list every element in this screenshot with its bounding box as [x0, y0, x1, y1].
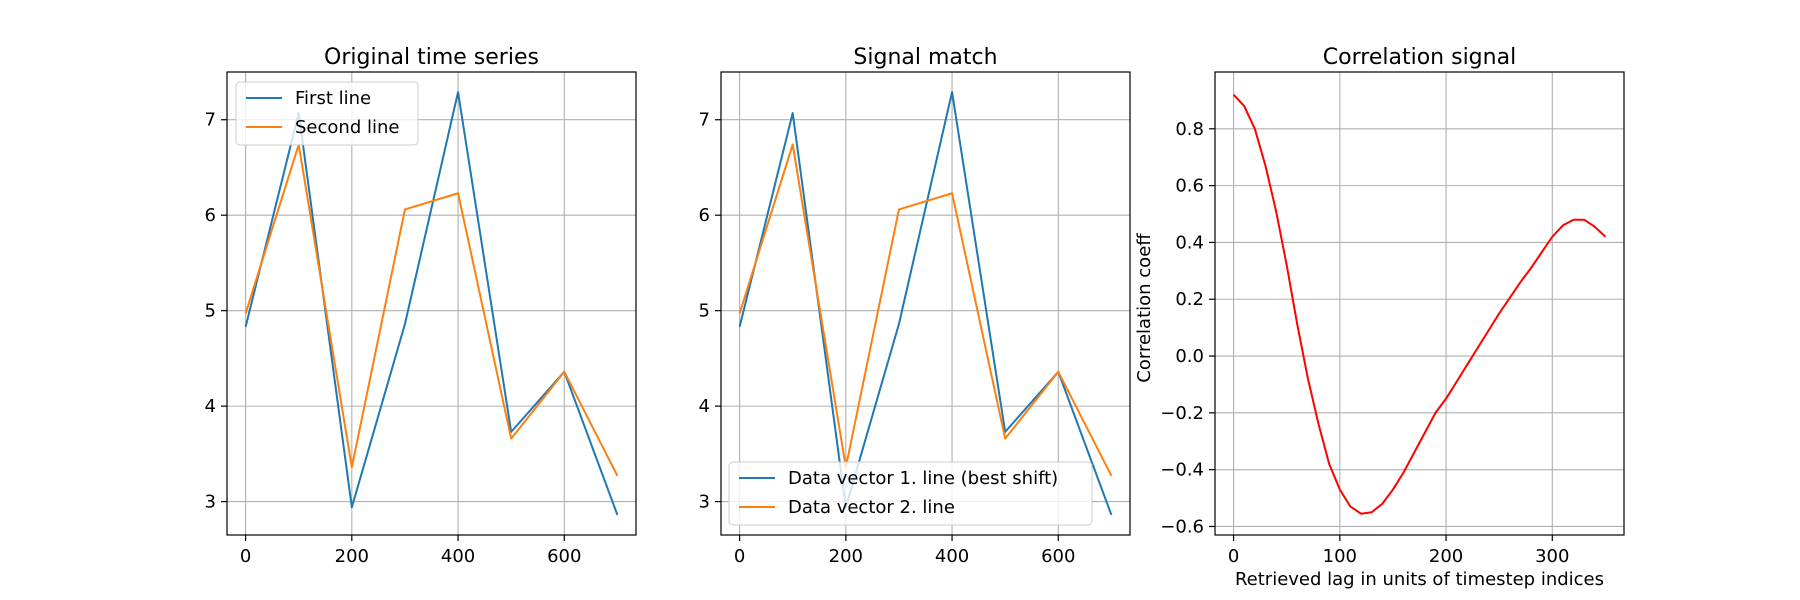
x-tick-label: 0 [734, 546, 745, 567]
chart-original-time-series: Original time series 0 200 400 600 3 4 5 6 7 Firs… [205, 45, 637, 567]
axes-frame [720, 71, 1131, 536]
y-tick-label: 5 [205, 301, 216, 322]
y-tick-label: 0.4 [1175, 232, 1204, 253]
y-tick-label: 6 [205, 205, 216, 226]
y-tick-label: 7 [205, 110, 216, 131]
x-tick-label: 400 [935, 546, 969, 567]
y-tick-label: 0.2 [1175, 289, 1204, 310]
legend-label: First line [295, 88, 371, 109]
x-axis-label: Retrieved lag in units of timestep indic… [1235, 569, 1604, 590]
chart-signal-match: Signal match 0 200 400 600 3 4 5 6 7 Data vector … [699, 45, 1131, 567]
y-axis-label: Correlation coeff [1134, 233, 1155, 383]
x-tick-label: 600 [1041, 546, 1075, 567]
y-tick-label: −0.2 [1160, 403, 1204, 424]
x-tick-label: 200 [1429, 546, 1463, 567]
y-tick-label: 0.6 [1175, 176, 1204, 197]
y-tick-label: 4 [205, 396, 216, 417]
y-tick-label: 4 [699, 396, 710, 417]
y-tick-label: −0.6 [1160, 516, 1204, 537]
series-line-2 [244, 143, 619, 477]
x-tick-label: 200 [335, 546, 369, 567]
x-tick-label: 200 [829, 546, 863, 567]
y-tick-label: 3 [699, 492, 710, 513]
x-tick-label: 400 [441, 546, 475, 567]
legend-box [728, 461, 1093, 526]
legend-label: Second line [295, 117, 399, 138]
x-tick-label: 100 [1323, 546, 1357, 567]
x-tick-label: 0 [240, 546, 251, 567]
series-line-2 [738, 143, 1113, 477]
chart-title: Original time series [324, 45, 539, 70]
legend-label: Data vector 1. line (best shift) [788, 468, 1058, 489]
chart-title: Correlation signal [1323, 45, 1516, 70]
y-tick-label: 5 [699, 301, 710, 322]
series-line-1 [1232, 94, 1607, 515]
y-tick-label: 7 [699, 110, 710, 131]
y-tick-label: 0.8 [1175, 119, 1204, 140]
x-tick-label: 300 [1535, 546, 1569, 567]
legend-label: Data vector 2. line [788, 497, 955, 518]
legend: First line Second line [235, 81, 419, 146]
x-tick-label: 600 [547, 546, 581, 567]
axes-frame [226, 71, 637, 536]
x-tick-label: 0 [1228, 546, 1239, 567]
y-tick-label: 3 [205, 492, 216, 513]
chart-correlation-signal: Correlation signal Retrieved lag in unit… [1134, 45, 1625, 590]
y-tick-label: −0.4 [1160, 460, 1204, 481]
y-tick-label: 6 [699, 205, 710, 226]
chart-title: Signal match [853, 45, 997, 70]
y-tick-label: 0.0 [1175, 346, 1204, 367]
legend: Data vector 1. line (best shift) Data vec… [728, 461, 1093, 526]
axes-frame [1214, 71, 1625, 536]
